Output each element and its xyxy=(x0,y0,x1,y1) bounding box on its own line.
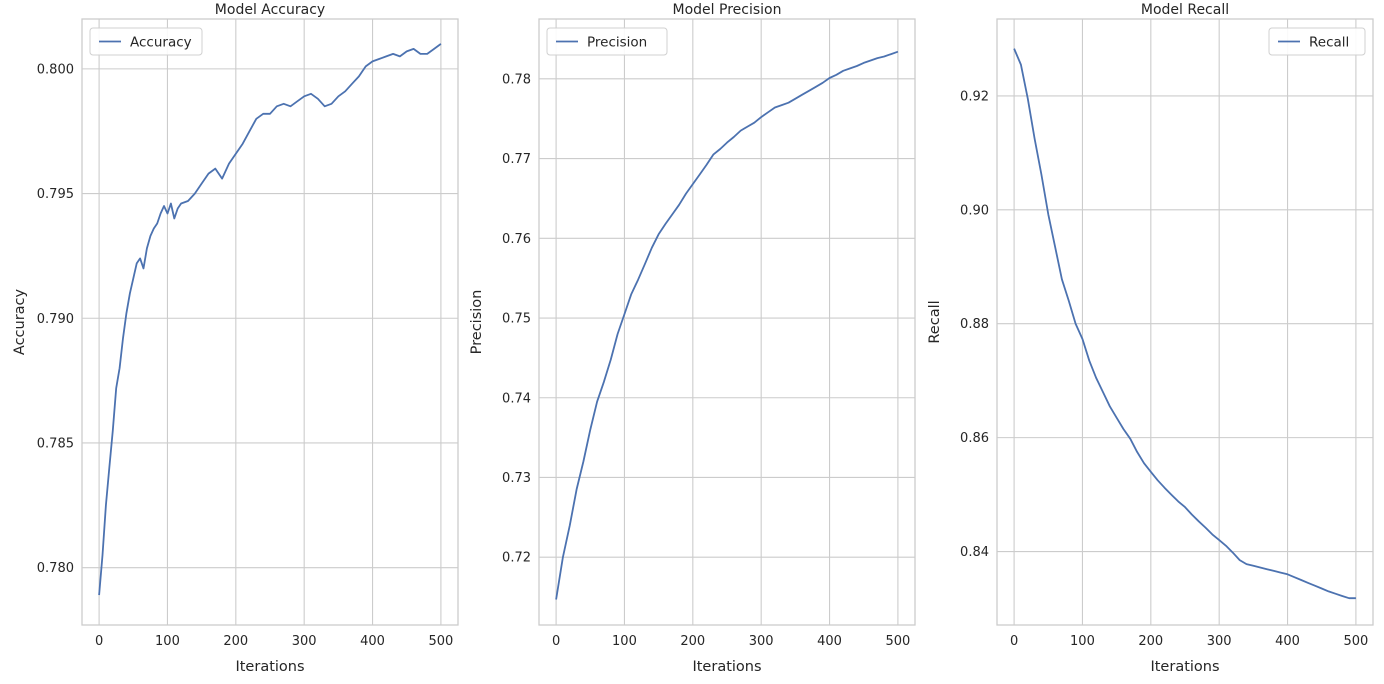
x-tick-label: 500 xyxy=(1343,634,1368,649)
x-axis-label: Iterations xyxy=(1150,659,1219,675)
y-tick-label: 0.790 xyxy=(37,312,74,327)
x-tick-label: 300 xyxy=(749,634,774,649)
x-tick-label: 300 xyxy=(292,634,317,649)
y-tick-label: 0.88 xyxy=(960,317,989,332)
y-tick-label: 0.92 xyxy=(960,89,989,104)
x-tick-label: 400 xyxy=(360,634,385,649)
x-tick-label: 100 xyxy=(155,634,180,649)
y-tick-label: 0.78 xyxy=(502,72,531,87)
x-tick-label: 400 xyxy=(1275,634,1300,649)
y-tick-label: 0.74 xyxy=(502,391,531,406)
legend-label: Accuracy xyxy=(130,35,192,51)
series-line-precision xyxy=(555,50,899,600)
x-tick-label: 100 xyxy=(1070,634,1095,649)
x-tick-label: 500 xyxy=(428,634,453,649)
y-tick-label: 0.90 xyxy=(960,203,989,218)
legend: Accuracy xyxy=(89,27,203,56)
y-tick-label: 0.72 xyxy=(502,551,531,566)
x-tick-label: 200 xyxy=(680,634,705,649)
chart-panel-1: 0 100 200 300 400 500 0.780 0.785 0.790 0.795 0.80… xyxy=(12,2,459,675)
plot-frame xyxy=(81,18,459,626)
y-tick-label: 0.77 xyxy=(502,152,531,167)
legend: Precision xyxy=(546,27,668,56)
y-axis-label: Recall xyxy=(927,300,943,343)
y-tick-label: 0.800 xyxy=(37,62,74,77)
x-tick-label: 200 xyxy=(223,634,248,649)
chart-title: Model Precision xyxy=(673,2,782,18)
chart-panel-3: 0 100 200 300 400 500 0.84 0.86 0.88 0.90 0.92 Mode… xyxy=(927,2,1374,675)
y-tick-label: 0.795 xyxy=(37,187,74,202)
chart-title: Model Accuracy xyxy=(215,2,325,18)
legend-label: Recall xyxy=(1309,35,1349,51)
legend-box xyxy=(89,27,203,56)
y-tick-label: 0.84 xyxy=(960,545,989,560)
chart-panel-2: 0 100 200 300 400 500 0.72 0.73 0.74 0.75 0.76 0.77… xyxy=(469,2,916,675)
y-axis-label: Accuracy xyxy=(12,288,28,355)
x-tick-label: 0 xyxy=(95,634,103,649)
y-tick-label: 0.785 xyxy=(37,436,74,451)
x-axis-label: Iterations xyxy=(235,659,304,675)
series-line-recall xyxy=(1013,48,1356,600)
series-line-accuracy xyxy=(98,43,442,596)
x-tick-label: 300 xyxy=(1207,634,1232,649)
legend-label: Precision xyxy=(587,35,647,51)
y-tick-label: 0.75 xyxy=(502,312,531,327)
x-tick-label: 100 xyxy=(612,634,637,649)
plot-frame xyxy=(538,18,916,626)
x-axis-label: Iterations xyxy=(692,659,761,675)
y-tick-label: 0.86 xyxy=(960,431,989,446)
y-tick-label: 0.780 xyxy=(37,561,74,576)
x-tick-label: 500 xyxy=(885,634,910,649)
legend-box xyxy=(546,27,668,56)
y-axis-label: Precision xyxy=(469,290,485,355)
y-tick-label: 0.76 xyxy=(502,232,531,247)
legend: Recall xyxy=(1268,27,1366,56)
chart-title: Model Recall xyxy=(1141,2,1229,18)
y-tick-label: 0.73 xyxy=(502,471,531,486)
x-tick-label: 400 xyxy=(817,634,842,649)
x-tick-label: 200 xyxy=(1138,634,1163,649)
legend-box xyxy=(1268,27,1366,56)
plot-frame xyxy=(996,18,1374,626)
x-tick-label: 0 xyxy=(1010,634,1018,649)
x-tick-label: 0 xyxy=(552,634,560,649)
